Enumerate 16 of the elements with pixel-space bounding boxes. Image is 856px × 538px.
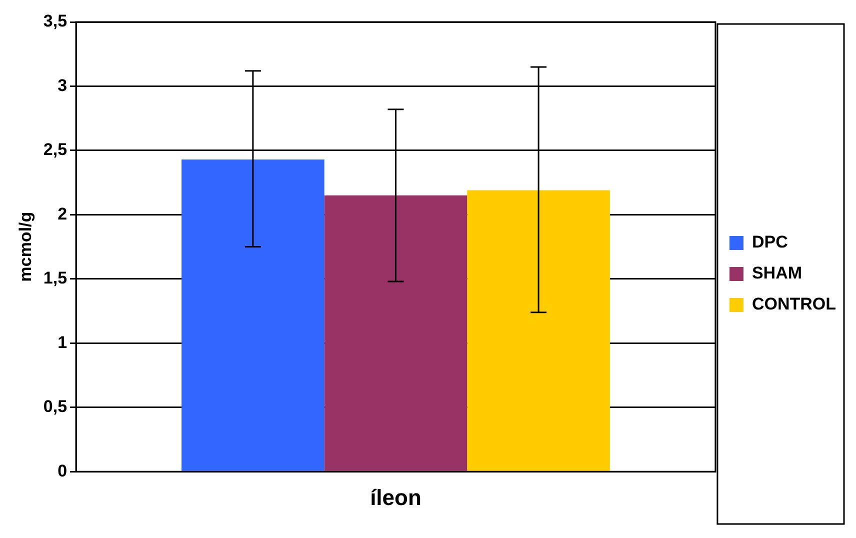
y-tick-label: 3 [58, 76, 68, 95]
x-tick-label: íleon [370, 484, 422, 510]
y-tick-label: 2,5 [43, 140, 68, 160]
legend-label: DPC [752, 232, 788, 252]
y-tick-label: 1,5 [43, 268, 68, 288]
y-tick-label: 0,5 [43, 397, 68, 416]
y-axis-title: mcmol/g [16, 212, 35, 282]
y-tick-label: 0 [58, 461, 68, 480]
y-tick-label: 1 [58, 332, 68, 352]
y-tick-label: 2 [58, 204, 68, 224]
legend-label: SHAM [752, 264, 802, 283]
bar [182, 159, 324, 471]
bar [467, 190, 610, 471]
bar [324, 195, 468, 471]
legend-label: CONTROL [752, 294, 836, 314]
y-tick-label: 3,5 [43, 12, 68, 31]
